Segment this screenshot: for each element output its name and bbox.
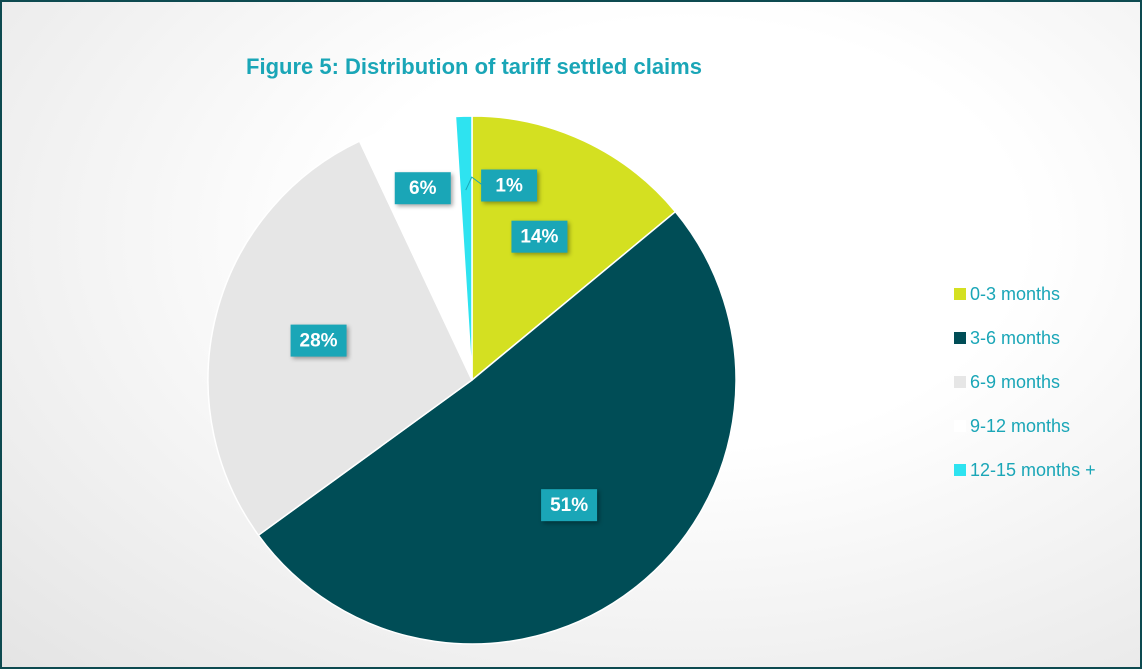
chart-title: Figure 5: Distribution of tariff settled… [246, 54, 702, 79]
label-box [541, 489, 598, 522]
data-label: 51% [550, 495, 588, 516]
legend-label: 6-9 months [970, 372, 1060, 392]
pie-slice [257, 210, 737, 645]
data-label: 14% [520, 227, 558, 248]
leader-line [465, 176, 484, 191]
legend-swatch [954, 288, 966, 300]
label-box [394, 172, 451, 205]
data-label: 6% [409, 178, 437, 199]
legend-swatch [954, 376, 966, 388]
label-box [481, 169, 538, 202]
legend-label: 3-6 months [970, 328, 1060, 348]
data-label: 1% [495, 176, 523, 197]
label-box [511, 220, 568, 253]
legend-label: 12-15 months + [970, 460, 1096, 480]
legend-swatch [954, 464, 966, 476]
legend-label: 9-12 months [970, 416, 1070, 436]
data-label: 28% [300, 331, 338, 352]
legend-swatch [954, 420, 966, 432]
legend-label: 0-3 months [970, 284, 1060, 304]
pie-slice [454, 115, 473, 381]
label-box [290, 324, 347, 357]
legend-swatch [954, 332, 966, 344]
